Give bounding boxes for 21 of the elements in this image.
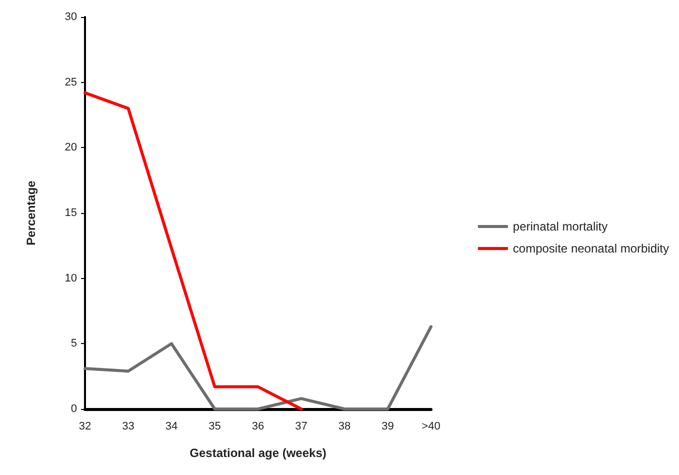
legend-label: perinatal mortality	[512, 220, 608, 234]
legend-label: composite neonatal morbidity	[512, 242, 670, 256]
x-tick-label: 38	[338, 420, 351, 432]
x-tick-label: 36	[252, 420, 264, 432]
y-tick-label: 20	[64, 142, 77, 154]
y-tick-label: 0	[70, 403, 77, 415]
y-tick-label: 5	[70, 338, 77, 350]
y-tick-label: 10	[64, 272, 77, 284]
y-axis-title: Percentage	[24, 180, 38, 246]
line-series	[84, 91, 303, 410]
x-tick-label: 35	[208, 420, 221, 432]
x-axis-title: Gestational age (weeks)	[190, 446, 326, 460]
x-tick-label: 33	[122, 420, 134, 432]
y-tick-label: 25	[64, 76, 77, 88]
x-tick-label: 34	[165, 420, 178, 432]
x-tick-label: 37	[295, 420, 308, 432]
x-tick-label: 39	[382, 420, 394, 432]
x-tick-label: >40	[422, 420, 440, 432]
y-tick-label: 30	[64, 11, 77, 23]
y-tick-label: 15	[64, 207, 77, 219]
x-tick-label: 32	[78, 420, 92, 432]
